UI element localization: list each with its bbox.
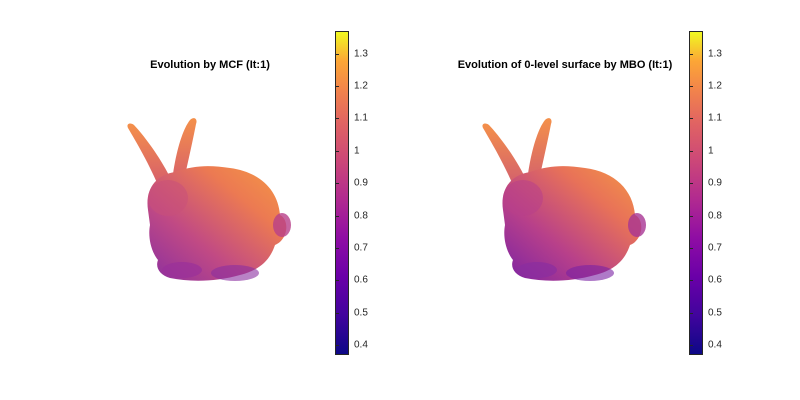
colorbar-tick	[336, 248, 339, 250]
colorbar-tick	[336, 118, 339, 120]
colorbar-tick-label: 0.6	[354, 274, 368, 286]
left-bunny-surface	[127, 118, 291, 281]
colorbar-tick	[690, 150, 693, 152]
colorbar-tick-label: 0.8	[354, 210, 368, 222]
colorbar-tick	[690, 183, 693, 185]
colorbar-tick-label: 1.2	[708, 80, 722, 92]
left-panel-title: Evolution by MCF (It:1)	[150, 59, 270, 71]
colorbar-tick-label: 0.6	[708, 274, 722, 286]
colorbar-tick	[690, 86, 693, 88]
colorbar-tick	[690, 312, 693, 314]
colorbar-tick	[336, 345, 339, 347]
colorbar-tick-label: 0.5	[708, 307, 722, 319]
colorbar-tick-label: 1.3	[708, 48, 722, 60]
left-colorbar	[335, 31, 349, 355]
colorbar-tick-label: 0.7	[354, 242, 368, 254]
colorbar-tick	[690, 345, 693, 347]
right-colorbar	[689, 31, 703, 355]
colorbar-tick	[690, 215, 693, 217]
colorbar-tick	[336, 86, 339, 88]
right-panel-title: Evolution of 0-level surface by MBO (It:…	[457, 59, 673, 71]
colorbar-tick-label: 1.3	[354, 48, 368, 60]
colorbar-tick	[690, 248, 693, 250]
colorbar-tick	[690, 280, 693, 282]
colorbar-tick	[336, 53, 339, 55]
colorbar-tick-label: 0.4	[708, 339, 722, 351]
colorbar-tick	[336, 215, 339, 217]
colorbar-tick	[336, 280, 339, 282]
colorbar-tick-label: 1	[354, 145, 360, 157]
colorbar-tick-label: 0.9	[708, 177, 722, 189]
colorbar-tick-label: 0.9	[354, 177, 368, 189]
colorbar-tick-label: 1.1	[354, 112, 368, 124]
colorbar-tick-label: 1	[708, 145, 714, 157]
colorbar-tick-label: 0.5	[354, 307, 368, 319]
colorbar-tick-label: 0.7	[708, 242, 722, 254]
colorbar-tick-label: 0.4	[354, 339, 368, 351]
colorbar-tick-label: 0.8	[708, 210, 722, 222]
colorbar-tick-label: 1.1	[708, 112, 722, 124]
colorbar-tick	[336, 183, 339, 185]
colorbar-tick-label: 1.2	[354, 80, 368, 92]
colorbar-tick	[336, 312, 339, 314]
colorbar-tick	[690, 118, 693, 120]
colorbar-tick	[690, 53, 693, 55]
colorbar-tick	[336, 150, 339, 152]
right-bunny-surface	[482, 118, 646, 281]
